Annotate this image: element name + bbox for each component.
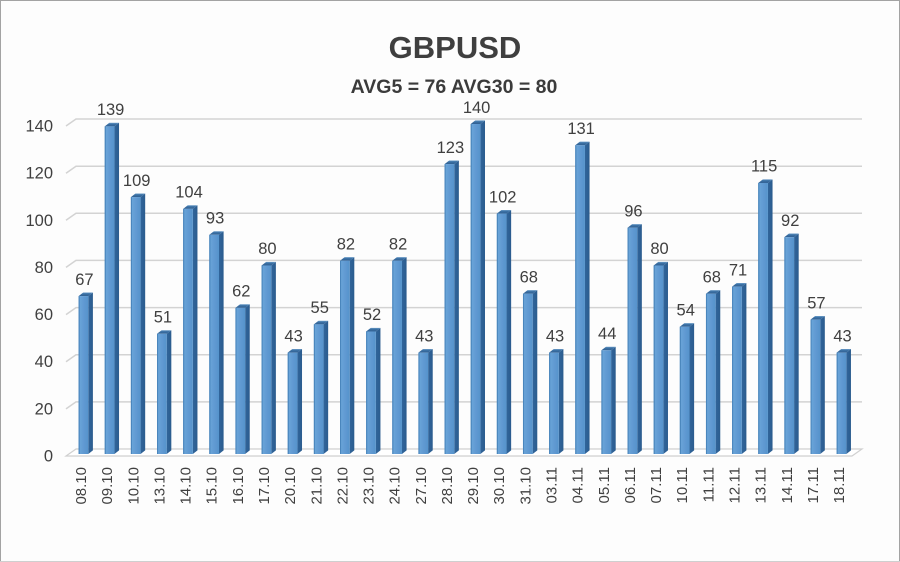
svg-text:10.11: 10.11 — [674, 467, 691, 503]
svg-text:67: 67 — [75, 271, 93, 289]
svg-text:82: 82 — [389, 236, 407, 254]
svg-text:17.11: 17.11 — [805, 467, 822, 503]
svg-text:80: 80 — [35, 259, 53, 277]
svg-text:104: 104 — [175, 184, 203, 202]
svg-text:109: 109 — [123, 172, 151, 190]
svg-text:51: 51 — [154, 309, 172, 327]
svg-text:GBPUSD: GBPUSD — [389, 30, 522, 65]
svg-text:60: 60 — [35, 306, 53, 324]
svg-text:13.10: 13.10 — [151, 467, 168, 505]
svg-text:123: 123 — [437, 139, 465, 157]
svg-text:30.10: 30.10 — [491, 467, 508, 505]
svg-text:11.11: 11.11 — [700, 467, 717, 502]
svg-text:82: 82 — [337, 236, 355, 254]
svg-text:43: 43 — [546, 327, 564, 345]
svg-text:12.11: 12.11 — [727, 467, 744, 503]
svg-text:18.11: 18.11 — [831, 467, 848, 503]
svg-text:10.10: 10.10 — [125, 467, 142, 505]
svg-text:54: 54 — [677, 302, 695, 320]
svg-text:62: 62 — [232, 283, 250, 301]
svg-text:07.11: 07.11 — [648, 467, 665, 503]
svg-text:21.10: 21.10 — [308, 467, 325, 505]
svg-text:43: 43 — [415, 327, 433, 345]
svg-text:140: 140 — [25, 118, 53, 136]
svg-text:96: 96 — [624, 203, 642, 221]
svg-text:AVG5 = 76 AVG30 = 80: AVG5 = 76 AVG30 = 80 — [351, 76, 558, 98]
svg-text:24.10: 24.10 — [387, 467, 404, 505]
svg-text:100: 100 — [25, 212, 53, 230]
svg-text:43: 43 — [833, 327, 851, 345]
svg-text:115: 115 — [751, 158, 777, 176]
svg-text:16.10: 16.10 — [230, 467, 247, 505]
svg-text:31.10: 31.10 — [517, 467, 534, 505]
svg-text:14.11: 14.11 — [779, 467, 796, 503]
svg-text:06.11: 06.11 — [622, 467, 639, 503]
svg-text:80: 80 — [650, 240, 668, 258]
svg-text:04.11: 04.11 — [570, 467, 587, 503]
svg-text:27.10: 27.10 — [413, 467, 430, 505]
svg-text:20: 20 — [35, 400, 53, 418]
svg-text:44: 44 — [598, 325, 616, 343]
svg-text:08.10: 08.10 — [73, 467, 90, 505]
svg-text:71: 71 — [729, 262, 747, 280]
svg-text:92: 92 — [781, 212, 799, 230]
svg-text:17.10: 17.10 — [256, 467, 273, 505]
svg-text:120: 120 — [25, 165, 53, 183]
svg-text:0: 0 — [44, 448, 53, 466]
svg-text:102: 102 — [489, 188, 517, 206]
svg-text:68: 68 — [520, 269, 538, 287]
svg-text:13.11: 13.11 — [753, 467, 770, 503]
svg-text:23.10: 23.10 — [361, 467, 378, 505]
svg-text:140: 140 — [463, 99, 491, 117]
svg-text:14.10: 14.10 — [178, 467, 195, 505]
svg-text:03.11: 03.11 — [544, 467, 561, 503]
svg-text:40: 40 — [35, 353, 53, 371]
svg-text:52: 52 — [363, 306, 381, 324]
svg-text:20.10: 20.10 — [282, 467, 299, 505]
svg-text:09.10: 09.10 — [99, 467, 116, 505]
svg-text:05.11: 05.11 — [596, 467, 613, 503]
svg-text:22.10: 22.10 — [334, 467, 351, 505]
svg-text:55: 55 — [311, 299, 329, 317]
svg-text:15.10: 15.10 — [204, 467, 221, 505]
svg-text:28.10: 28.10 — [439, 467, 456, 505]
svg-text:139: 139 — [97, 101, 125, 119]
svg-text:43: 43 — [284, 327, 302, 345]
svg-text:29.10: 29.10 — [465, 467, 482, 505]
svg-text:68: 68 — [703, 269, 721, 287]
svg-text:57: 57 — [807, 295, 825, 313]
svg-text:80: 80 — [258, 240, 276, 258]
svg-text:93: 93 — [206, 210, 224, 228]
svg-text:131: 131 — [567, 120, 595, 138]
